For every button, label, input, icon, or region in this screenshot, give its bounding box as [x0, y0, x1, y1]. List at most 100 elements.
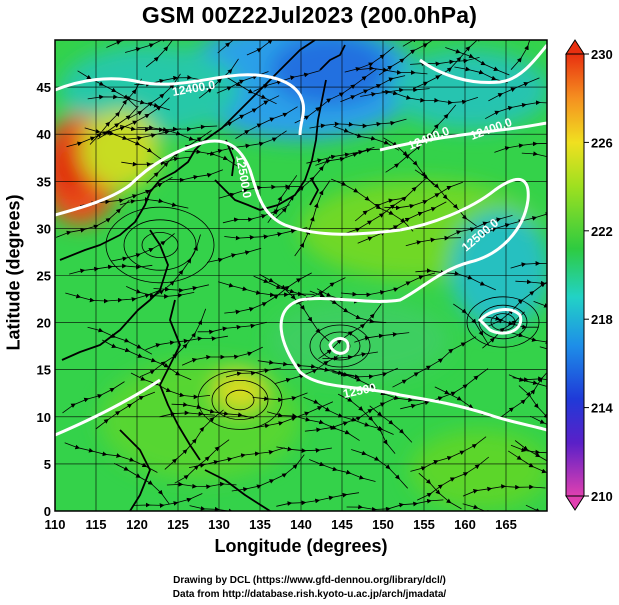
y-tick-label: 10 — [37, 410, 51, 425]
circulation-streamline — [466, 296, 540, 348]
streamline — [507, 331, 547, 354]
y-tick-label: 35 — [37, 174, 51, 189]
streamline — [246, 40, 304, 56]
streamline — [267, 175, 298, 224]
colorbar-tick-label: 226 — [591, 135, 613, 150]
colorbar-tick-label: 210 — [591, 489, 613, 504]
streamline — [354, 332, 410, 343]
streamline — [149, 234, 201, 299]
streamline — [206, 130, 287, 155]
y-tick-label: 45 — [37, 80, 51, 95]
streamline — [276, 492, 360, 507]
streamline — [415, 268, 496, 291]
streamline — [378, 40, 440, 76]
streamline — [530, 415, 547, 438]
streamline — [189, 505, 275, 511]
credit-line-1: Drawing by DCL (https://www.gfd-dennou.o… — [173, 575, 446, 586]
colorbar-tick-label: 222 — [591, 224, 613, 239]
streamline — [64, 442, 158, 473]
streamline — [330, 367, 399, 380]
streamline — [171, 402, 255, 419]
streamline — [384, 181, 463, 211]
streamline — [134, 493, 203, 508]
x-tick-label: 135 — [249, 517, 271, 532]
temperature-field — [55, 40, 547, 511]
streamline — [333, 125, 400, 151]
x-tick-label: 150 — [372, 517, 394, 532]
y-tick-label: 30 — [37, 221, 51, 236]
coastlines — [59, 40, 346, 511]
streamline — [521, 148, 547, 161]
contour-label: 12500 — [342, 380, 378, 401]
circulation-streamline — [123, 219, 197, 271]
x-tick-label: 160 — [454, 517, 476, 532]
plot-frame — [54, 39, 548, 512]
streamline — [69, 263, 153, 275]
streamline — [400, 368, 489, 410]
circulation-streamline — [319, 331, 361, 361]
y-tick-label: 15 — [37, 363, 51, 378]
height-contours — [55, 44, 547, 437]
x-tick-label: 125 — [167, 517, 189, 532]
streamline — [322, 351, 378, 361]
circulation-streamline — [141, 231, 179, 258]
streamline — [218, 281, 315, 298]
streamline — [309, 118, 407, 129]
streamline — [217, 95, 280, 131]
streamline — [119, 124, 218, 133]
streamline — [125, 128, 181, 141]
y-tick-label: 20 — [37, 316, 51, 331]
x-tick-labels: 110 115 120 125 130 135 140 145 150 155 160 165 — [45, 517, 517, 532]
streamline — [405, 235, 462, 247]
streamline — [508, 374, 547, 395]
x-tick-label: 140 — [290, 517, 312, 532]
streamline — [252, 392, 308, 403]
streamline — [515, 278, 547, 288]
x-tick-label: 115 — [86, 517, 107, 532]
x-axis-label: Longitude (degrees) — [214, 536, 388, 556]
colorbar-tick-label: 230 — [591, 47, 613, 62]
streamline — [114, 463, 170, 505]
streamline — [276, 446, 332, 454]
circulation-streamline — [490, 313, 516, 331]
circulation-streamline — [105, 206, 215, 284]
streamline — [488, 276, 547, 327]
streamline — [510, 260, 547, 269]
streamline — [453, 303, 490, 347]
x-tick-label: 165 — [495, 517, 517, 532]
streamline — [315, 147, 384, 166]
streamline — [454, 66, 508, 84]
circulation-streamline — [197, 370, 283, 430]
streamline — [494, 141, 547, 153]
streamline — [166, 481, 237, 490]
x-tick-label: 145 — [331, 517, 353, 532]
circulation-streamline — [211, 379, 269, 420]
streamline — [485, 98, 547, 120]
circulation-streamline — [478, 304, 528, 340]
x-tick-label: 120 — [126, 517, 148, 532]
streamline — [417, 456, 490, 501]
streamline — [446, 215, 513, 239]
streamline — [197, 321, 267, 335]
x-tick-label: 110 — [45, 517, 66, 532]
streamline — [510, 40, 547, 70]
streamline — [331, 178, 414, 232]
y-tick-labels: 0 5 10 15 20 25 30 35 40 45 — [37, 80, 51, 519]
streamline — [381, 90, 479, 105]
streamline — [462, 503, 505, 511]
streamline — [188, 447, 285, 468]
streamline — [351, 449, 408, 489]
streamline — [410, 436, 487, 472]
streamline — [198, 58, 239, 99]
x-tick-label: 130 — [208, 517, 230, 532]
y-tick-label: 25 — [37, 269, 51, 284]
streamline — [445, 47, 510, 76]
streamline — [106, 40, 190, 48]
streamline — [383, 137, 435, 186]
streamline — [207, 247, 262, 263]
streamline — [231, 454, 305, 492]
streamline — [275, 354, 339, 384]
streamline — [413, 40, 481, 89]
streamline — [130, 372, 211, 400]
